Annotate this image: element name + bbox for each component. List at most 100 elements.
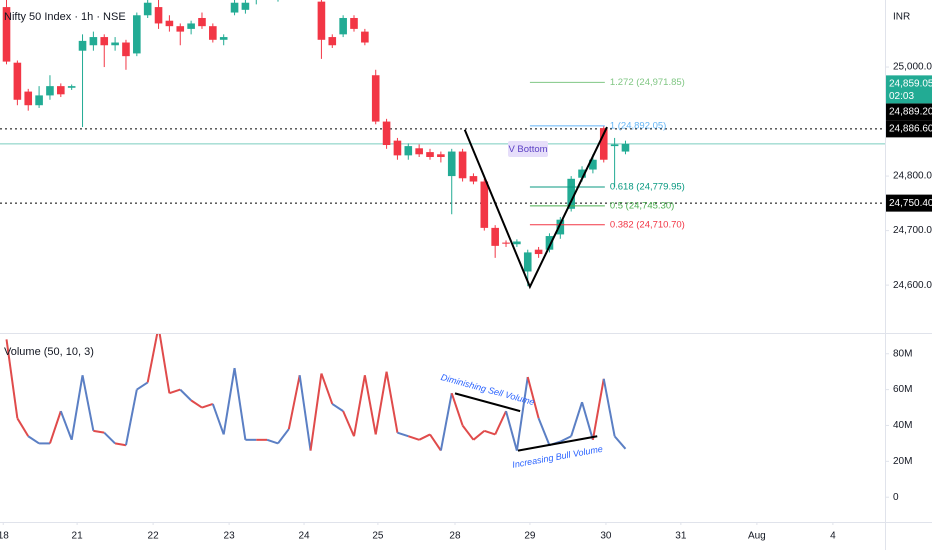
price-tag-countdown: 02:03 (889, 91, 914, 102)
candle-body (589, 159, 597, 170)
candle-body (339, 17, 347, 35)
fib-label: 0.382 (24,710.70) (610, 219, 685, 230)
y-tick-label: 40M (893, 420, 912, 431)
x-tick-label: 23 (224, 531, 236, 542)
candle-body (176, 26, 185, 32)
volume-line (526, 376, 540, 419)
volume-line (211, 403, 225, 435)
volume-line (309, 373, 323, 451)
volume-line (287, 375, 301, 430)
volume-line (439, 393, 453, 451)
pattern-line (463, 126, 608, 290)
candle-body (534, 249, 543, 255)
candle-body (578, 169, 586, 178)
volume-line (81, 375, 95, 432)
volume-line (407, 435, 420, 441)
price-tag (886, 75, 932, 104)
volume-line (59, 410, 73, 441)
fib-label: 0.5 (24,745.30) (610, 200, 674, 211)
y-tick-label: 24,700.00 (893, 225, 932, 236)
candle-body (393, 140, 402, 156)
currency: INR (893, 12, 910, 23)
candle-body (361, 31, 369, 43)
price-tag (886, 120, 932, 138)
y-tick-label: 24,600.00 (893, 280, 932, 291)
x-tick-label: 25 (372, 531, 384, 542)
x-tick-label: 4 (830, 531, 836, 542)
candle-body (437, 154, 445, 158)
volume-line (559, 435, 572, 443)
volume-line (233, 367, 247, 440)
x-tick-label: Aug (748, 531, 766, 542)
x-tick-label: 18 (0, 531, 9, 542)
y-tick-label: 80M (893, 348, 912, 359)
candle-body (67, 86, 76, 88)
candle-body (447, 151, 456, 177)
pattern-label-bg (508, 141, 548, 157)
price-tag-label: 24,886.60 (889, 124, 932, 135)
fib-label: 1 (24,892.05) (610, 120, 667, 131)
candle-body (187, 23, 195, 29)
x-tick-label: 29 (524, 531, 536, 542)
volume-line (103, 431, 116, 445)
x-tick-label: 30 (600, 531, 612, 542)
volume-title: Volume (50, 10, 3) (4, 346, 94, 358)
annotation-line (454, 392, 521, 413)
candle-body (133, 15, 141, 54)
candle-body (545, 236, 554, 250)
volume-line (201, 403, 214, 409)
volume-line (124, 389, 138, 446)
volume-line (331, 403, 344, 412)
volume-line (169, 388, 181, 395)
candle-body (382, 121, 391, 146)
annotation-line (517, 435, 598, 452)
price-tag (886, 194, 932, 212)
volume-line (16, 417, 30, 437)
volume-line (298, 375, 312, 451)
candle-body (46, 86, 54, 96)
candle-body (502, 242, 510, 244)
volume-line (70, 375, 84, 440)
candle-body (556, 219, 565, 235)
candle-body (610, 144, 619, 147)
candle-body (122, 42, 130, 57)
y-tick-label: 0 (893, 492, 899, 503)
candle-body (371, 75, 380, 122)
volume-line (320, 373, 334, 405)
annotation-label: Increasing Bull Volume (511, 444, 603, 470)
volume-line (266, 438, 279, 445)
candle-body (317, 1, 326, 40)
volume-line (190, 399, 203, 409)
candle-body (78, 40, 87, 51)
x-tick-label: 22 (148, 531, 160, 542)
volume-line (93, 429, 105, 434)
candle-body (198, 17, 206, 27)
candle-body (241, 2, 250, 10)
candle-body (2, 7, 11, 62)
candle-body (469, 176, 478, 182)
y-tick-label: 24,800.00 (893, 171, 932, 182)
candle-body (415, 148, 423, 155)
volume-line (483, 429, 496, 436)
volume-line (158, 334, 171, 394)
candle-body (165, 20, 174, 27)
candle-body (230, 2, 239, 13)
y-tick-label: 60M (893, 384, 912, 395)
volume-line (613, 435, 627, 450)
candle-body (57, 86, 65, 95)
volume-line (5, 339, 19, 419)
volume-line (146, 334, 159, 383)
candle-body (13, 62, 22, 100)
volume-line (397, 431, 409, 438)
volume-line (429, 433, 442, 452)
candle-body (100, 37, 109, 46)
volume-line (581, 401, 594, 441)
candle-body (458, 151, 467, 179)
volume-line (353, 375, 366, 437)
volume-line (515, 376, 529, 451)
candle-body (523, 252, 532, 272)
volume-line (570, 401, 583, 437)
volume-line (537, 417, 551, 446)
volume-line (277, 428, 290, 445)
